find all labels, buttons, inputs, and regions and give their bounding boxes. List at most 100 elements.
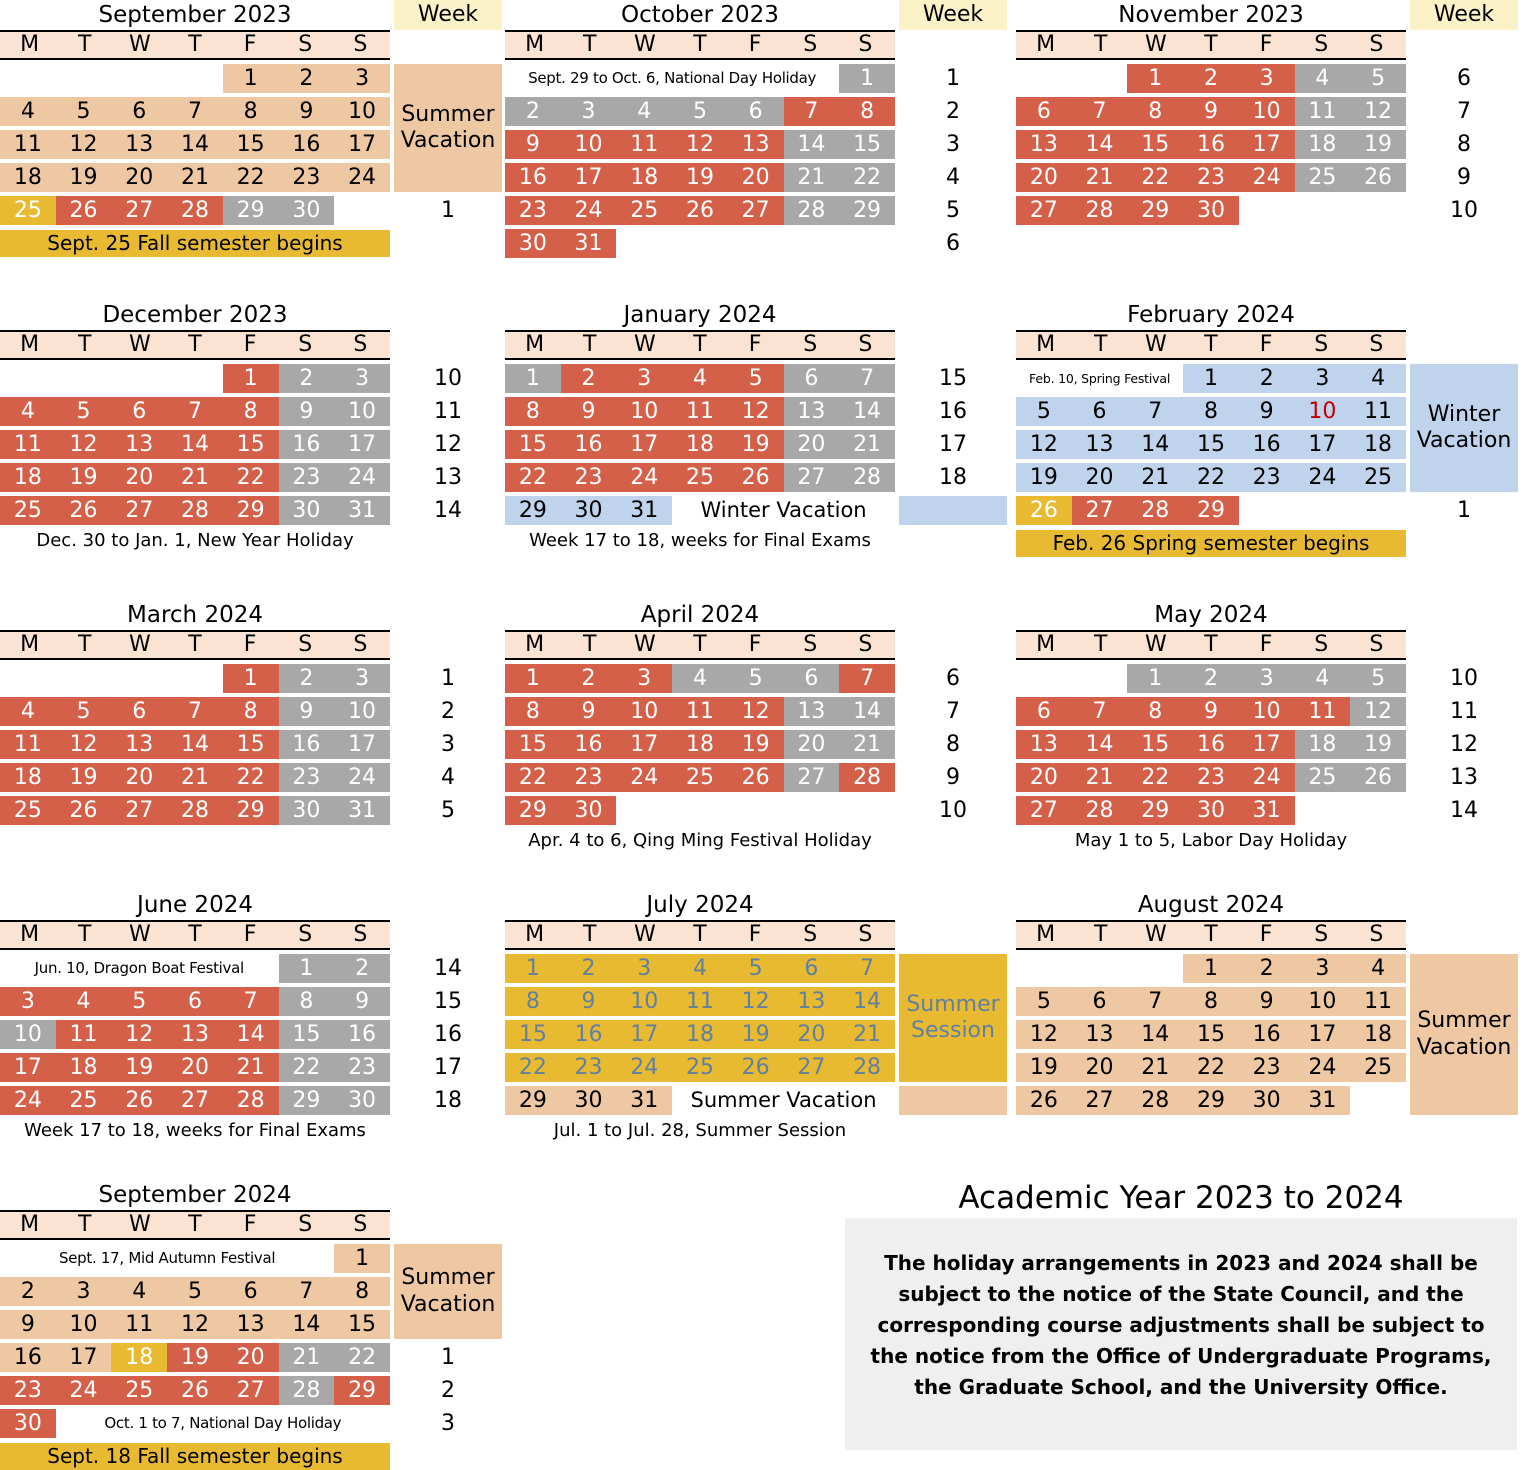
date-cell: 29: [1183, 1086, 1239, 1115]
month-block: September 2024 M T W T F S S Sept. 17, Mid Autum…: [0, 1180, 506, 1470]
page-title: Academic Year 2023 to 2024: [958, 1180, 1404, 1216]
week-number: 6: [1457, 66, 1471, 91]
date-cell: 28: [783, 196, 840, 225]
month-block: March 2024 M T W T F S S 1 2 3 4 5 6 7 8 9 10 11 12 13 14 15 16…: [0, 600, 506, 825]
vacation-side-strip: [899, 1086, 1007, 1115]
week-number: 10: [1450, 666, 1478, 691]
date-cell: 1: [1183, 954, 1239, 983]
date-cell: 19: [55, 763, 112, 792]
date-cell: 12: [111, 1020, 168, 1049]
date-row: 24 25 26 27 28 29 30: [0, 1086, 390, 1115]
date-cell: 16: [1183, 730, 1239, 759]
weekday-label: W: [128, 922, 151, 947]
date-cell: 1: [278, 954, 335, 983]
date-cell: 20: [783, 1020, 840, 1049]
weekday-label: T: [77, 332, 92, 357]
date-cell: 26: [111, 1086, 168, 1115]
date-cell: 29: [505, 1086, 561, 1115]
date-cell: 25: [111, 1376, 168, 1405]
date-cell: 15: [334, 1310, 390, 1339]
empty-cell: [1350, 196, 1406, 225]
weekday-label: S: [858, 632, 873, 657]
date-cell: 28: [1127, 496, 1184, 525]
date-cell: 26: [672, 196, 728, 225]
date-cell: 8: [1127, 97, 1184, 126]
empty-cell: [784, 796, 840, 825]
vacation-side-label-line: Summer: [401, 1265, 495, 1291]
date-cell: 29: [1183, 496, 1239, 525]
date-cell: 3: [334, 664, 390, 693]
date-cell: 9: [0, 1310, 56, 1339]
date-cell: 24: [560, 196, 617, 225]
date-cell: 4: [1294, 64, 1351, 93]
date-cell: 24: [334, 163, 390, 192]
month-title: June 2024: [137, 892, 253, 918]
date-cell: 8: [839, 97, 895, 126]
date-cell: 18: [1350, 430, 1406, 459]
date-row: Sept. 17, Mid Autumn Festival 1: [0, 1244, 390, 1273]
date-cell: 19: [672, 163, 728, 192]
week-number: 16: [434, 1022, 462, 1047]
date-cell: 5: [672, 97, 728, 126]
weekday-label: W: [1144, 922, 1167, 947]
weekday-label: F: [243, 1212, 257, 1237]
date-row: 13 14 15 16 17 18 19: [1016, 730, 1406, 759]
date-cell: 22: [1183, 1053, 1239, 1082]
date-cell: 29: [222, 796, 279, 825]
weekday-label: T: [582, 922, 597, 947]
date-cell: 17: [1294, 1020, 1351, 1049]
week-number: 9: [1457, 165, 1471, 190]
week-number: 1: [946, 66, 960, 91]
date-cell: 6: [727, 97, 784, 126]
date-cell: 21: [1127, 1053, 1184, 1082]
date-cell: 13: [783, 697, 840, 726]
weekday-label: W: [1144, 632, 1167, 657]
date-cell: 22: [222, 763, 279, 792]
date-cell: 12: [727, 987, 784, 1016]
date-cell: 20: [783, 730, 840, 759]
date-cell: 16: [560, 430, 617, 459]
date-cell: 31: [560, 229, 617, 258]
date-cell: 28: [839, 1053, 895, 1082]
date-cell: 23: [560, 1053, 617, 1082]
weekday-label: M: [20, 332, 40, 357]
date-cell: 25: [1294, 163, 1351, 192]
weekday-label: M: [525, 332, 545, 357]
date-cell: 29: [222, 196, 279, 225]
date-cell: 6: [1016, 697, 1072, 726]
date-cell: 21: [278, 1343, 335, 1372]
empty-cell: [111, 664, 167, 693]
date-cell: 9: [334, 987, 390, 1016]
empty-cell: [56, 664, 112, 693]
date-cell: 30: [278, 496, 335, 525]
date-cell: 13: [783, 987, 840, 1016]
date-cell: 30: [334, 1086, 390, 1115]
date-cell: 8: [222, 697, 279, 726]
weekday-label: W: [128, 332, 151, 357]
date-cell: 17: [334, 430, 390, 459]
weekday-label: W: [1144, 32, 1167, 57]
date-row: 9 10 11 12 13 14 15: [0, 1310, 390, 1339]
month-title: April 2024: [640, 602, 760, 628]
date-cell: 4: [1350, 954, 1406, 983]
week-number: 10: [939, 798, 967, 823]
weekday-label: W: [1144, 332, 1167, 357]
date-cell: 14: [1071, 130, 1128, 159]
date-cell: 19: [727, 430, 784, 459]
date-cell: 2: [278, 364, 335, 393]
weekday-label: S: [1314, 32, 1329, 57]
holiday-note-cell: Oct. 1 to 7, National Day Holiday: [55, 1409, 390, 1438]
date-cell: 24: [616, 1053, 673, 1082]
empty-cell: [784, 229, 840, 258]
date-cell: 14: [278, 1310, 335, 1339]
date-cell: 13: [1016, 130, 1072, 159]
date-cell: 5: [55, 697, 112, 726]
date-cell: 26: [727, 463, 784, 492]
date-cell: 2: [1238, 954, 1295, 983]
